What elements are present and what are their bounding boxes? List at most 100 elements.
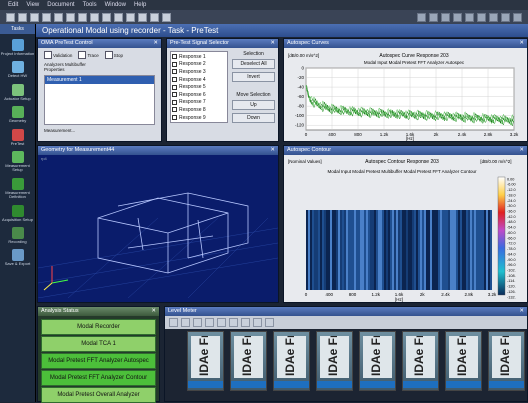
checkbox[interactable] xyxy=(172,69,177,75)
level-meter[interactable]: IDAe Fr xyxy=(359,331,396,391)
checkbox[interactable] xyxy=(172,115,177,121)
invert-button[interactable]: Invert xyxy=(232,72,275,82)
close-icon[interactable]: ✕ xyxy=(270,147,275,153)
meter-tool-button[interactable] xyxy=(205,318,214,327)
response-item[interactable]: Response 8 xyxy=(172,106,226,114)
geometry-view[interactable] xyxy=(38,158,278,298)
toolbar-button[interactable] xyxy=(6,12,15,22)
level-meter[interactable]: IDAe Fr xyxy=(316,331,353,391)
response-item[interactable]: Response 6 xyxy=(172,91,226,99)
close-icon[interactable]: ✕ xyxy=(519,308,524,314)
status-item[interactable]: Modal Pretest FFT Analyzer Contour xyxy=(41,370,156,386)
menu-3[interactable]: Tools xyxy=(82,2,97,8)
sidebar-item-3[interactable]: Geometry xyxy=(0,106,35,123)
meter-tool-button[interactable] xyxy=(241,318,250,327)
toolbar-button[interactable] xyxy=(465,12,474,22)
level-meter[interactable]: IDAe Fr xyxy=(488,331,525,391)
toolbar-button[interactable] xyxy=(66,12,75,22)
status-item[interactable]: Modal Recorder xyxy=(41,319,156,335)
analyzer-properties[interactable]: Analyzers Multibuffer Properties xyxy=(44,62,86,72)
close-icon[interactable]: ✕ xyxy=(519,40,524,46)
checkbox[interactable] xyxy=(172,84,177,90)
toolbar-button[interactable] xyxy=(489,12,498,22)
toolbar-button[interactable] xyxy=(477,12,486,22)
toolbar-button[interactable] xyxy=(501,12,510,22)
toolbar-button[interactable] xyxy=(138,12,147,22)
sidebar-item-9[interactable]: Save & Export xyxy=(0,249,35,266)
response-item[interactable]: Response 5 xyxy=(172,83,226,91)
toolbar-button[interactable] xyxy=(42,12,51,22)
meter-tool-button[interactable] xyxy=(253,318,262,327)
response-item[interactable]: Response 4 xyxy=(172,76,226,84)
status-item[interactable]: Modal Pretest Overall Analyzer xyxy=(41,387,156,403)
tasks-tab[interactable]: Tasks xyxy=(0,24,35,34)
close-icon[interactable]: ✕ xyxy=(153,40,158,46)
deselect-all-button[interactable]: Deselect All xyxy=(232,59,275,69)
toolbar-button[interactable] xyxy=(18,12,27,22)
toolbar-button[interactable] xyxy=(30,12,39,22)
toolbar-button[interactable] xyxy=(429,12,438,22)
autospec-contour-chart[interactable]: [Nominal Values] Autospec Contour Respon… xyxy=(284,155,527,302)
response-item[interactable]: Response 3 xyxy=(172,68,226,76)
sidebar-item-2[interactable]: Actuator Setup xyxy=(0,83,35,101)
toolbar-button[interactable] xyxy=(114,12,123,22)
toolbar-button[interactable] xyxy=(90,12,99,22)
level-meter[interactable]: IDAe Fr xyxy=(402,331,439,391)
meter-tool-button[interactable] xyxy=(229,318,238,327)
autospec-curve-chart[interactable]: [dB/0.00 m/s^2] Autospec Curve Response … xyxy=(284,48,527,141)
response-item[interactable]: Response 2 xyxy=(172,61,226,69)
toolbar-button[interactable] xyxy=(162,12,171,22)
down-button[interactable]: Down xyxy=(232,113,275,123)
status-item[interactable]: Modal TCA 1 xyxy=(41,336,156,352)
checkbox[interactable] xyxy=(172,61,177,67)
checkbox[interactable] xyxy=(172,77,177,83)
up-button[interactable]: Up xyxy=(232,100,275,110)
sidebar-item-6[interactable]: Measurement Definition xyxy=(0,177,35,200)
toolbar-button[interactable] xyxy=(453,12,462,22)
meter-tool-button[interactable] xyxy=(265,318,274,327)
level-meter[interactable]: IDAe Fr xyxy=(230,331,267,391)
option-1[interactable]: Trace xyxy=(78,51,99,59)
sidebar-item-1[interactable]: Detect HW xyxy=(0,61,35,78)
response-item[interactable]: Response 1 xyxy=(172,53,226,61)
contour-stripe xyxy=(398,210,400,290)
close-icon[interactable]: ✕ xyxy=(151,308,156,314)
option-2[interactable]: Stop xyxy=(104,51,123,59)
sidebar-item-5[interactable]: Measurement Setup xyxy=(0,150,35,173)
checkbox[interactable] xyxy=(172,92,177,98)
sidebar-item-8[interactable]: Recording xyxy=(0,226,35,244)
response-item[interactable]: Response 7 xyxy=(172,99,226,107)
close-icon[interactable]: ✕ xyxy=(519,147,524,153)
toolbar-button[interactable] xyxy=(441,12,450,22)
toolbar-button[interactable] xyxy=(78,12,87,22)
toolbar-button[interactable] xyxy=(417,12,426,22)
sidebar-item-4[interactable]: PreTest xyxy=(0,128,35,146)
meter-tool-button[interactable] xyxy=(169,318,178,327)
list-item[interactable]: Measurement 1 xyxy=(45,76,154,84)
menu-4[interactable]: Window xyxy=(104,2,126,8)
level-meter[interactable]: IDAe Fr xyxy=(445,331,482,391)
meter-tool-button[interactable] xyxy=(217,318,226,327)
close-icon[interactable]: ✕ xyxy=(270,40,275,46)
toolbar-button[interactable] xyxy=(126,12,135,22)
menu-1[interactable]: View xyxy=(26,2,40,8)
toolbar-button[interactable] xyxy=(54,12,63,22)
menu-0[interactable]: Edit xyxy=(8,2,19,8)
menu-5[interactable]: Help xyxy=(133,2,147,8)
checkbox[interactable] xyxy=(172,54,177,60)
checkbox[interactable] xyxy=(172,99,177,105)
toolbar-button[interactable] xyxy=(513,12,522,22)
level-meter[interactable]: IDAe Fr xyxy=(273,331,310,391)
status-item[interactable]: Modal Pretest FFT Analyzer Autospec xyxy=(41,353,156,369)
toolbar-button[interactable] xyxy=(150,12,159,22)
sidebar-item-7[interactable]: Acquisition Setup xyxy=(0,204,35,222)
sidebar-item-0[interactable]: Project Information xyxy=(0,39,35,56)
meter-tool-button[interactable] xyxy=(181,318,190,327)
response-item[interactable]: Response 9 xyxy=(172,114,226,122)
toolbar-button[interactable] xyxy=(102,12,111,22)
meter-tool-button[interactable] xyxy=(193,318,202,327)
checkbox[interactable] xyxy=(172,107,177,113)
level-meter[interactable]: IDAe Fr xyxy=(187,331,224,391)
menu-2[interactable]: Document xyxy=(47,2,75,8)
option-0[interactable]: Validation xyxy=(44,51,72,59)
